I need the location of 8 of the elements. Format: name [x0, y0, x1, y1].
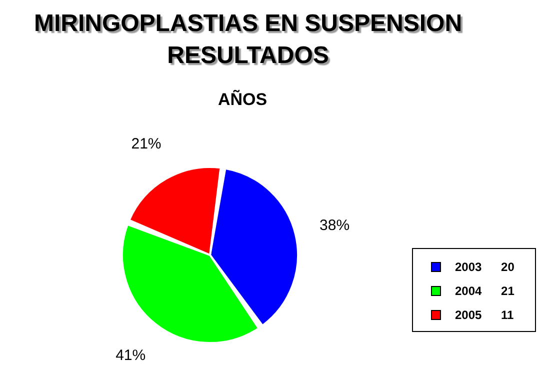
legend-label: 2005 11 — [455, 308, 514, 322]
legend-label: 2004 21 — [455, 284, 514, 298]
data-label: 21% — [131, 135, 162, 152]
data-label: 41% — [116, 346, 146, 364]
chart-subtitle: AÑOS — [218, 90, 268, 110]
chart-title: MIRINGOPLASTIAS EN SUSPENSION RESULTADOS — [32, 9, 464, 71]
legend-label: 2003 20 — [455, 260, 514, 274]
data-label: 38% — [320, 217, 350, 234]
